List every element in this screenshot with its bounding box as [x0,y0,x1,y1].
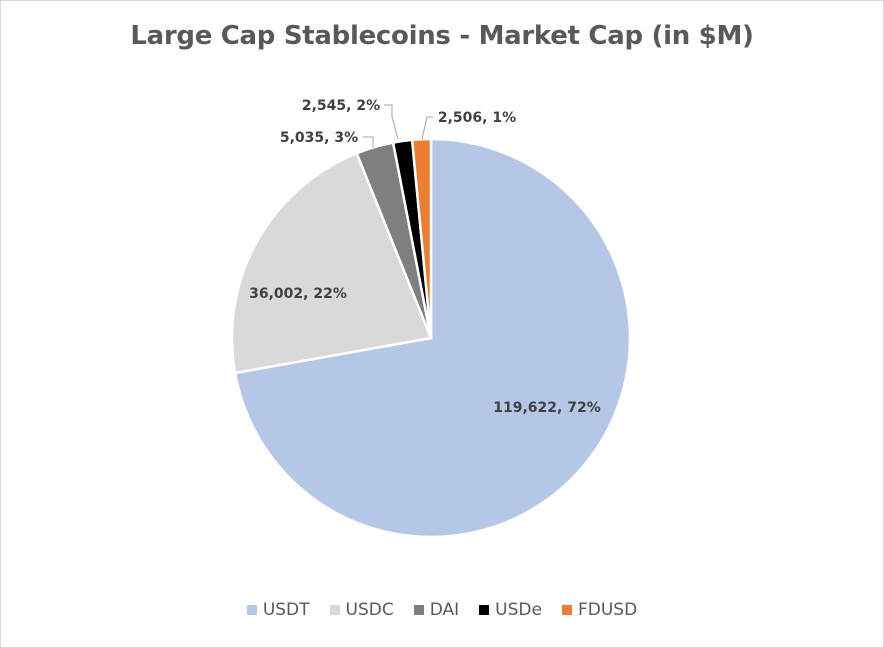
legend-label-dai: DAI [429,600,460,620]
data-label-dai: 5,035, 3% [280,130,358,146]
pie-slice-fdusd [410,137,433,339]
legend-swatch-usde [479,605,490,615]
leader-line-fdusd [421,116,433,140]
legend-label-fdusd: FDUSD [577,600,638,620]
legend-item-fdusd: FDUSD [561,600,638,620]
legend-label-usdc: USDC [345,600,394,620]
legend: USDT USDC DAI USDe FDUSD [1,600,883,620]
legend-item-usdc: USDC [329,600,394,620]
legend-swatch-usdt [246,605,257,615]
legend-item-usde: USDe [479,600,542,620]
legend-item-usdt: USDT [246,600,310,620]
data-label-usdt: 119,622, 72% [493,400,600,416]
data-label-fdusd: 2,506, 1% [438,110,516,126]
legend-label-usde: USDe [495,600,542,620]
leader-line-usde [384,104,399,140]
legend-item-dai: DAI [413,600,460,620]
pie-slice-usdt [233,137,632,539]
pie-slice-usdc [230,151,433,375]
data-label-usde: 2,545, 2% [302,98,380,114]
data-label-usdc: 36,002, 22% [249,286,347,302]
legend-label-usdt: USDT [262,600,310,620]
chart-title: Large Cap Stablecoins - Market Cap (in $… [130,21,754,51]
leader-line-dai [363,136,374,148]
legend-swatch-fdusd [561,605,572,615]
legend-swatch-usdc [329,605,340,615]
legend-swatch-dai [413,605,424,615]
